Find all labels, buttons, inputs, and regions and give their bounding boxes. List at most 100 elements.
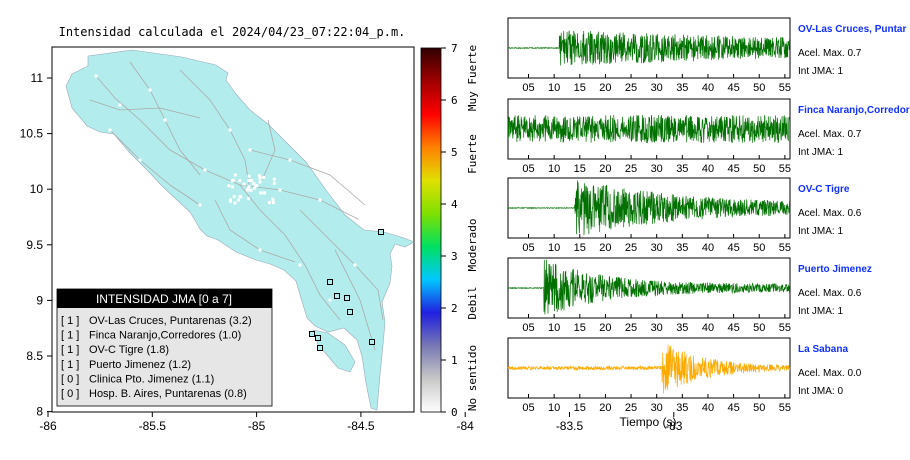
legend-station: Puerto Jimenez (1.2)	[89, 359, 191, 371]
station-marker	[309, 331, 315, 337]
town-marker	[163, 118, 167, 122]
station-name: La Sabana	[798, 344, 848, 355]
town-marker	[272, 177, 276, 181]
map-x-axis: -86 -85.5 -85 -84.5 -84 -83.5 -83	[39, 412, 683, 433]
town-marker	[238, 179, 242, 183]
town-marker	[94, 74, 98, 78]
road	[214, 199, 296, 263]
map-y-tick-label: 8.5	[26, 349, 43, 363]
colorbar-tick-label: 0	[451, 406, 458, 419]
map-y-tick-label: 11	[31, 71, 44, 85]
time-tick-label: 50	[753, 402, 765, 414]
town-marker	[248, 148, 252, 152]
map-x-tick-label: -86	[39, 419, 57, 433]
station-marker	[378, 229, 384, 235]
time-tick-label: 40	[702, 163, 714, 175]
town-marker	[271, 201, 275, 205]
time-tick-label: 20	[599, 402, 611, 414]
time-tick-label: 20	[599, 242, 611, 254]
time-tick-label: 25	[625, 82, 637, 94]
legend-header	[57, 289, 272, 308]
time-tick-label: 50	[753, 322, 765, 334]
waveform-panel: 05 10 15 20 25 30 35 40 45 50 55 Finca Naranjo,Corr…	[507, 98, 910, 175]
station-jma: Int JMA: 1	[798, 226, 843, 237]
time-tick-label: 15	[574, 82, 586, 94]
legend-box	[56, 288, 273, 407]
town-marker	[238, 194, 242, 198]
town-marker	[247, 185, 251, 189]
time-tick-label: 40	[702, 322, 714, 334]
road	[334, 249, 376, 351]
road-network	[89, 61, 384, 351]
town-marker	[242, 182, 246, 186]
station-name: OV-C Tigre	[798, 184, 850, 195]
time-tick-label: 35	[676, 163, 688, 175]
colorbar-label-debil: Debil	[466, 286, 479, 319]
station-marker	[347, 309, 353, 315]
time-tick-label: 40	[702, 82, 714, 94]
time-tick-label: 10	[548, 242, 560, 254]
colorbar-label-muy-fuerte: Muy Fuerte	[466, 45, 479, 111]
town-marker	[228, 128, 232, 132]
waveform-panel: 05 10 15 20 25 30 35 40 45 50 55 La Sabana Acel. Max…	[507, 337, 862, 414]
map-title: Intensidad calculada el 2024/04/23_07:22…	[59, 25, 406, 39]
town-marker	[245, 188, 249, 192]
legend-station: Clinica Pto. Jimenez (1.1)	[89, 373, 214, 385]
map-y-tick-label: 9.5	[26, 238, 43, 252]
town-marker	[258, 248, 262, 252]
legend-intensity: [ 1 ]	[61, 330, 79, 342]
town-marker	[262, 175, 266, 179]
time-tick-label: 40	[702, 402, 714, 414]
legend-intensity: [ 0 ]	[61, 373, 79, 385]
road	[239, 184, 341, 321]
town-marker	[271, 197, 275, 201]
time-tick-label: 25	[625, 322, 637, 334]
colorbar-label-moderado: Moderado	[466, 219, 479, 272]
town-marker	[247, 174, 251, 178]
time-tick-label: 25	[625, 163, 637, 175]
town-marker	[246, 197, 250, 201]
time-tick-label: 05	[522, 82, 534, 94]
time-tick-label: 40	[702, 242, 714, 254]
town-marker	[231, 178, 235, 182]
colorbar-tick-label: 2	[451, 302, 458, 315]
colorbar-ticks: 7 6 5 4 3 2 1 0	[441, 42, 458, 419]
time-tick-label: 30	[651, 402, 663, 414]
legend-station: Finca Naranjo,Corredores (1.0)	[89, 330, 241, 342]
road	[261, 119, 276, 181]
time-tick-label: 05	[522, 242, 534, 254]
town-marker	[257, 174, 261, 178]
legend-station: OV-Las Cruces, Puntarenas (3.2)	[89, 315, 252, 327]
town-marker	[227, 184, 231, 188]
colorbar-tick-label: 7	[451, 42, 458, 55]
time-tick-label: 10	[548, 402, 560, 414]
map-y-axis: 11 10.5 10 9.5 9 8.5 8	[20, 71, 52, 419]
map-x-tick-label: -83.5	[556, 419, 584, 433]
time-tick-label: 10	[548, 82, 560, 94]
time-tick-label: 30	[651, 242, 663, 254]
time-tick-label: 15	[574, 242, 586, 254]
time-tick-label: 55	[779, 82, 791, 94]
time-tick-label: 10	[548, 322, 560, 334]
town-marker	[252, 181, 256, 185]
town-marker	[233, 201, 237, 205]
time-tick-label: 30	[651, 163, 663, 175]
town-marker	[272, 181, 276, 185]
time-tick-label: 05	[522, 163, 534, 175]
waveform-panel: 05 10 15 20 25 30 35 40 45 50 55 OV-Las Cruces, Pun…	[507, 17, 906, 94]
time-tick-label: 20	[599, 82, 611, 94]
time-tick-label: 45	[727, 402, 739, 414]
town-marker	[148, 88, 152, 92]
town-marker	[203, 168, 207, 172]
legend-intensity: [ 0 ]	[61, 388, 79, 400]
station-accel: Acel. Max. 0.0	[798, 368, 862, 379]
time-tick-label: 55	[779, 402, 791, 414]
colorbar-tick-label: 4	[451, 198, 458, 211]
waveform-panel: 05 10 15 20 25 30 35 40 45 50 55 OV-C Tigre Acel. Ma…	[507, 177, 862, 254]
time-tick-label: 35	[676, 402, 688, 414]
time-tick-label: 25	[625, 402, 637, 414]
waveform-trace	[507, 114, 791, 144]
town-marker	[248, 179, 252, 183]
town-marker	[108, 128, 112, 132]
